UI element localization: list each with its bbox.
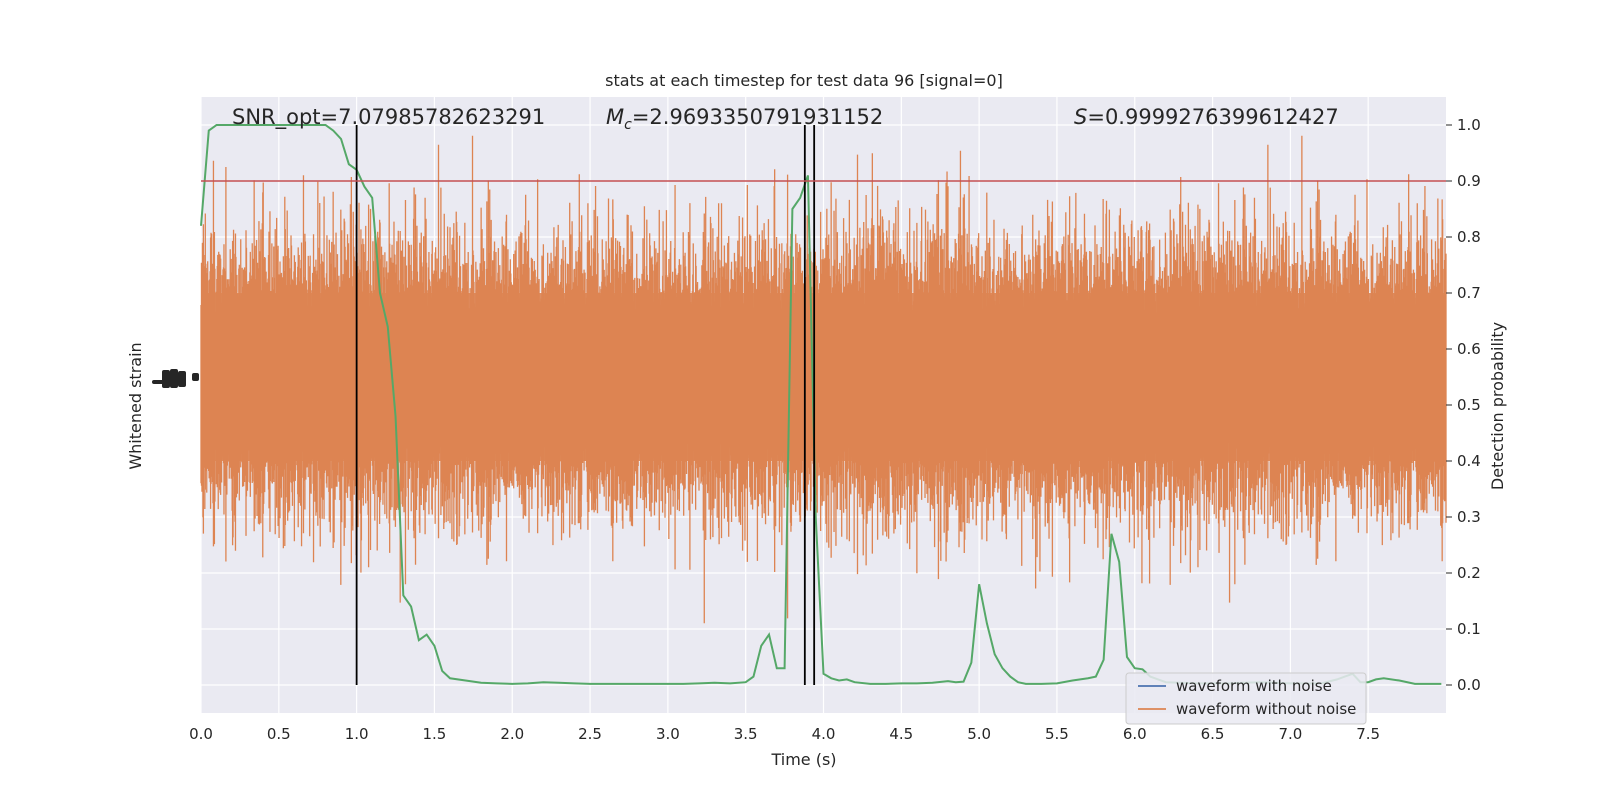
chart-title: stats at each timestep for test data 96 … (605, 71, 1003, 90)
chirp-mass-value: =2.9693350791931152 (632, 105, 883, 129)
x-tick-label: 3.0 (656, 725, 680, 743)
y-axis-left-label: Whitened strain (126, 342, 145, 469)
x-tick-label: 5.0 (967, 725, 991, 743)
x-tick-label: 2.0 (500, 725, 524, 743)
left-tick-glyph (192, 373, 199, 381)
x-tick-label: 7.0 (1278, 725, 1302, 743)
y-tick-label: 0.8 (1457, 228, 1481, 246)
vertical-markers (355, 125, 816, 685)
y-tick-label: 0.7 (1457, 284, 1481, 302)
s-value: =0.9999276399612427 (1087, 105, 1338, 129)
x-tick-label: 1.5 (423, 725, 447, 743)
chirp-mass-subscript: c (624, 117, 632, 133)
left-tick-glyph (152, 380, 164, 384)
x-tick-label: 6.0 (1123, 725, 1147, 743)
s-symbol: S (1074, 105, 1087, 129)
series-waveform-without-noise (200, 135, 1447, 624)
legend-label-without-noise: waveform without noise (1176, 700, 1356, 718)
x-axis-ticks: 0.0 0.5 1.0 1.5 2.0 2.5 3.0 3.5 4.0 4.5 5.0 5.5 6.0 6… (189, 725, 1380, 743)
y-tick-label: 0.4 (1457, 452, 1481, 470)
y-tick-label: 1.0 (1457, 116, 1481, 134)
noise-waveform-core (201, 293, 1446, 461)
s-annotation: S=0.9999276399612427 (1074, 105, 1339, 129)
left-tick-glyph (162, 370, 170, 388)
legend-box (1125, 672, 1367, 725)
x-tick-label: 7.5 (1356, 725, 1380, 743)
x-tick-label: 3.5 (734, 725, 758, 743)
x-axis-label: Time (s) (770, 750, 836, 769)
y-axis-right-ticks: 0.0 0.1 0.2 0.3 0.4 0.5 0.6 0.7 0.8 0.9 1.0 (1446, 116, 1481, 694)
y-tick-label: 0.9 (1457, 172, 1481, 190)
y-tick-label: 0.3 (1457, 508, 1481, 526)
snr-annotation: SNR_opt=7.07985782623291 (232, 105, 545, 130)
y-axis-right-label: Detection probability (1488, 322, 1507, 490)
y-tick-label: 0.2 (1457, 564, 1481, 582)
chirp-mass-symbol: M (606, 105, 624, 129)
left-axis-garbled-ticks (152, 369, 199, 388)
y-tick-label: 0.6 (1457, 340, 1481, 358)
chirp-mass-annotation: Mc=2.9693350791931152 (606, 105, 883, 133)
left-tick-glyph (170, 369, 178, 388)
legend-label-with-noise: waveform with noise (1176, 677, 1332, 695)
y-tick-label: 0.5 (1457, 396, 1481, 414)
x-tick-label: 6.5 (1201, 725, 1225, 743)
y-tick-label: 0.1 (1457, 620, 1481, 638)
legend: waveform with noise waveform without noi… (1125, 672, 1367, 725)
x-tick-label: 4.0 (812, 725, 836, 743)
x-tick-label: 2.5 (578, 725, 602, 743)
x-tick-label: 4.5 (889, 725, 913, 743)
x-tick-label: 0.5 (267, 725, 291, 743)
x-tick-label: 1.0 (345, 725, 369, 743)
y-tick-label: 0.0 (1457, 676, 1481, 694)
left-tick-glyph (178, 371, 186, 387)
x-tick-label: 5.5 (1045, 725, 1069, 743)
x-tick-label: 0.0 (189, 725, 213, 743)
